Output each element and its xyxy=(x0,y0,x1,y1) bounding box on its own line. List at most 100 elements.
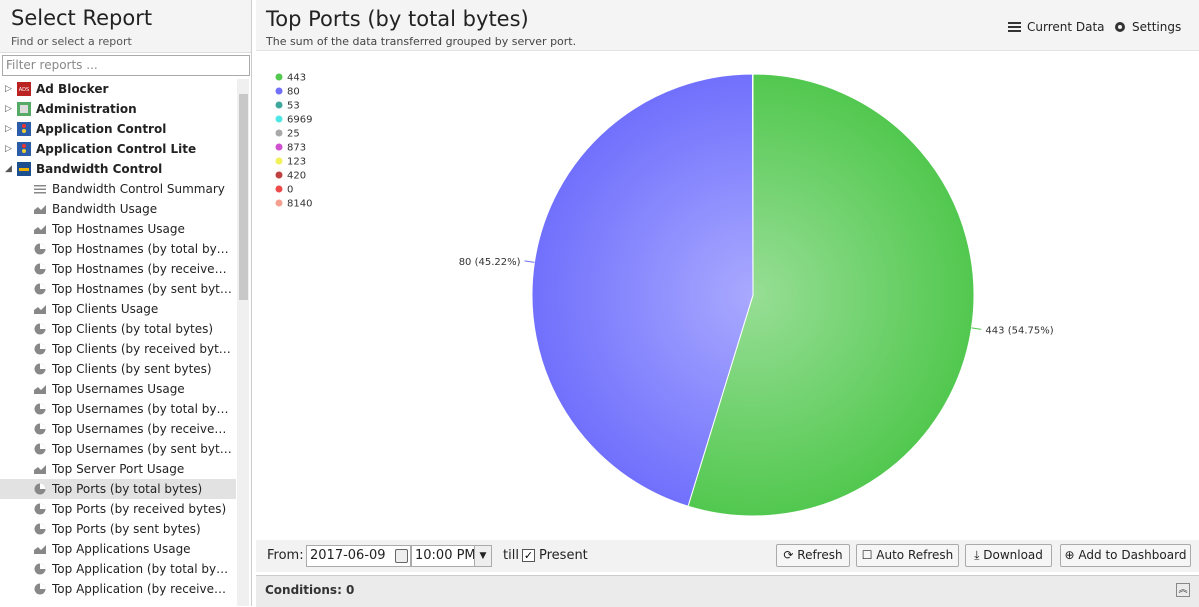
label-connector xyxy=(972,328,982,329)
tree-item[interactable]: Top Application (by received bytes) xyxy=(0,579,236,599)
legend-swatch xyxy=(276,116,283,123)
tree-group[interactable]: ▷Application Control xyxy=(0,119,236,139)
tree-item[interactable]: Top Ports (by received bytes) xyxy=(0,499,236,519)
tree-label: Top Usernames (by total bytes) xyxy=(52,399,232,419)
tree-item[interactable]: Top Usernames (by total bytes) xyxy=(0,399,236,419)
tree-item[interactable]: Top Hostnames (by sent bytes) xyxy=(0,279,236,299)
time-value: 10:00 PM xyxy=(415,548,476,563)
label-connector xyxy=(525,261,535,262)
tree-label: Bandwidth Control xyxy=(36,159,232,179)
conditions-bar xyxy=(256,575,1199,607)
tree-item[interactable]: Top Usernames Usage xyxy=(0,379,236,399)
tree-label: Top Hostnames (by total bytes) xyxy=(52,239,232,259)
button-label: Refresh xyxy=(797,548,842,562)
tree-item[interactable]: Top Usernames (by sent bytes) xyxy=(0,439,236,459)
tree-label: Ad Blocker xyxy=(36,79,232,99)
tree-item[interactable]: Top Ports (by total bytes) xyxy=(0,479,236,499)
legend-label: 8140 xyxy=(287,199,312,210)
date-value: 2017-06-09 xyxy=(310,548,386,563)
tree-label: Bandwidth Control Summary xyxy=(52,179,232,199)
list-icon xyxy=(1008,21,1021,32)
legend-swatch xyxy=(276,88,283,95)
date-input[interactable]: 2017-06-09 xyxy=(306,545,411,567)
settings-button[interactable]: Settings xyxy=(1132,20,1181,34)
download-button[interactable]: ⤓ Download xyxy=(965,544,1052,567)
tree-label: Top Usernames (by sent bytes) xyxy=(52,439,232,459)
tree-group[interactable]: ▷Application Control Lite xyxy=(0,139,236,159)
tree-item[interactable]: Top Clients (by received bytes) xyxy=(0,339,236,359)
tree-item[interactable]: Top Usernames (by received bytes) xyxy=(0,419,236,439)
tree-label: Top Application (by total bytes) xyxy=(52,559,232,579)
tree-group[interactable]: ◢Bandwidth Control xyxy=(0,159,236,179)
tree-item[interactable]: Top Hostnames (by received bytes) xyxy=(0,259,236,279)
collapse-button[interactable]: ︽ xyxy=(1176,583,1190,597)
legend-swatch xyxy=(276,74,283,81)
tree-label: Top Hostnames (by sent bytes) xyxy=(52,279,232,299)
present-label: Present xyxy=(539,548,588,563)
data-label: 443 (54.75%) xyxy=(985,325,1053,336)
tree-label: Top Hostnames (by received bytes) xyxy=(52,259,232,279)
legend-label: 873 xyxy=(287,143,306,154)
present-checkbox[interactable]: ✓ xyxy=(522,549,535,562)
tree-item[interactable]: Top Clients (by sent bytes) xyxy=(0,359,236,379)
current-data-button[interactable]: Current Data xyxy=(1027,20,1105,34)
filter-input[interactable]: Filter reports ... xyxy=(2,55,250,76)
button-label: Auto Refresh xyxy=(876,548,953,562)
tree-label: Top Ports (by total bytes) xyxy=(52,479,232,499)
tree-item[interactable]: Top Applications Usage xyxy=(0,539,236,559)
auto-refresh-button[interactable]: ☐ Auto Refresh xyxy=(856,544,959,567)
tree-group[interactable]: ▷Administration xyxy=(0,99,236,119)
tree-label: Top Usernames Usage xyxy=(52,379,232,399)
legend-label: 123 xyxy=(287,157,306,168)
tree-label: Top Clients (by sent bytes) xyxy=(52,359,232,379)
legend-label: 0 xyxy=(287,185,293,196)
svg-text:ADS: ADS xyxy=(19,87,29,93)
tree-label: Top Clients (by received bytes) xyxy=(52,339,232,359)
till-label: till xyxy=(503,548,519,563)
legend-swatch xyxy=(276,130,283,137)
legend-swatch xyxy=(276,186,283,193)
tree-item[interactable]: Top Clients (by total bytes) xyxy=(0,319,236,339)
tree-label: Top Applications Usage xyxy=(52,539,232,559)
legend-label: 80 xyxy=(287,87,300,98)
tree-label: Application Control Lite xyxy=(36,139,232,159)
legend-label: 25 xyxy=(287,129,300,140)
tree-item[interactable]: Bandwidth Usage xyxy=(0,199,236,219)
tree-label: Top Server Port Usage xyxy=(52,459,232,479)
tree-item[interactable]: Top Clients Usage xyxy=(0,299,236,319)
gear-icon xyxy=(1114,21,1126,33)
refresh-button[interactable]: ⟳ Refresh xyxy=(776,544,850,567)
legend-label: 53 xyxy=(287,101,300,112)
tree-label: Top Ports (by received bytes) xyxy=(52,499,232,519)
button-label: Add to Dashboard xyxy=(1078,548,1186,562)
add-dashboard-button[interactable]: ⊕ Add to Dashboard xyxy=(1060,544,1191,567)
tree-label: Top Application (by received bytes) xyxy=(52,579,232,599)
button-label: Download xyxy=(983,548,1043,562)
tree-label: Top Usernames (by received bytes) xyxy=(52,419,232,439)
pie-chart: 443 (54.75%)80 (45.22%)44380536969258731… xyxy=(256,51,1199,540)
conditions-label[interactable]: Conditions: 0 xyxy=(265,583,354,597)
legend-swatch xyxy=(276,102,283,109)
time-select[interactable]: 10:00 PM▼ xyxy=(411,545,492,567)
data-label: 80 (45.22%) xyxy=(459,257,521,268)
tree-item[interactable]: Top Application (by total bytes) xyxy=(0,559,236,579)
legend-swatch xyxy=(276,158,283,165)
tree-label: Top Clients (by total bytes) xyxy=(52,319,232,339)
tree-item[interactable]: Top Hostnames Usage xyxy=(0,219,236,239)
tree-label: Top Ports (by sent bytes) xyxy=(52,519,232,539)
legend-swatch xyxy=(276,200,283,207)
tree-item[interactable]: Top Server Port Usage xyxy=(0,459,236,479)
report-subtitle: The sum of the data transferred grouped … xyxy=(266,35,576,48)
legend-label: 420 xyxy=(287,171,306,182)
tree-item[interactable]: Top Hostnames (by total bytes) xyxy=(0,239,236,259)
tree-label: Top Hostnames Usage xyxy=(52,219,232,239)
from-label: From: xyxy=(267,548,304,563)
sidebar-title: Select Report xyxy=(11,6,152,30)
tree-item[interactable]: Bandwidth Control Summary xyxy=(0,179,236,199)
scroll-thumb[interactable] xyxy=(239,94,248,300)
tree-item[interactable]: Top Ports (by sent bytes) xyxy=(0,519,236,539)
tree-label: Bandwidth Usage xyxy=(52,199,232,219)
